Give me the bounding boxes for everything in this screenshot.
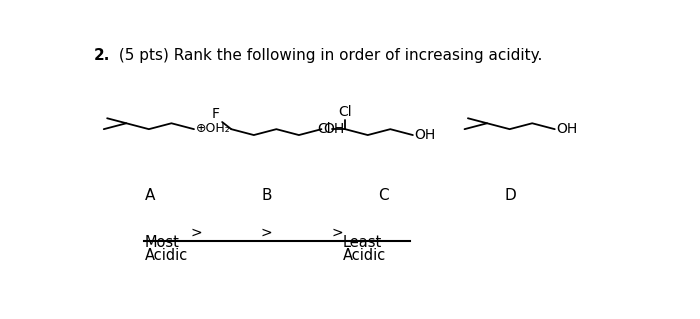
Text: F: F (211, 107, 219, 121)
Text: >: > (190, 225, 202, 239)
Text: >: > (331, 225, 343, 239)
Text: Most: Most (144, 234, 179, 249)
Text: A: A (145, 188, 155, 203)
Text: OH: OH (414, 128, 435, 142)
Text: >: > (260, 225, 272, 239)
Text: 2.: 2. (94, 48, 111, 63)
Text: B: B (261, 188, 272, 203)
Text: Acidic: Acidic (144, 248, 188, 263)
Text: D: D (505, 188, 517, 203)
Text: Cl: Cl (338, 105, 352, 118)
Text: OH: OH (556, 122, 577, 136)
Text: Least: Least (342, 234, 382, 249)
Text: Acidic: Acidic (342, 248, 386, 263)
Text: (5 pts) Rank the following in order of increasing acidity.: (5 pts) Rank the following in order of i… (113, 48, 542, 63)
Text: C: C (378, 188, 388, 203)
Text: Cl: Cl (317, 122, 330, 136)
Text: ⊕OH₂: ⊕OH₂ (195, 122, 230, 135)
Text: OH: OH (323, 122, 344, 136)
